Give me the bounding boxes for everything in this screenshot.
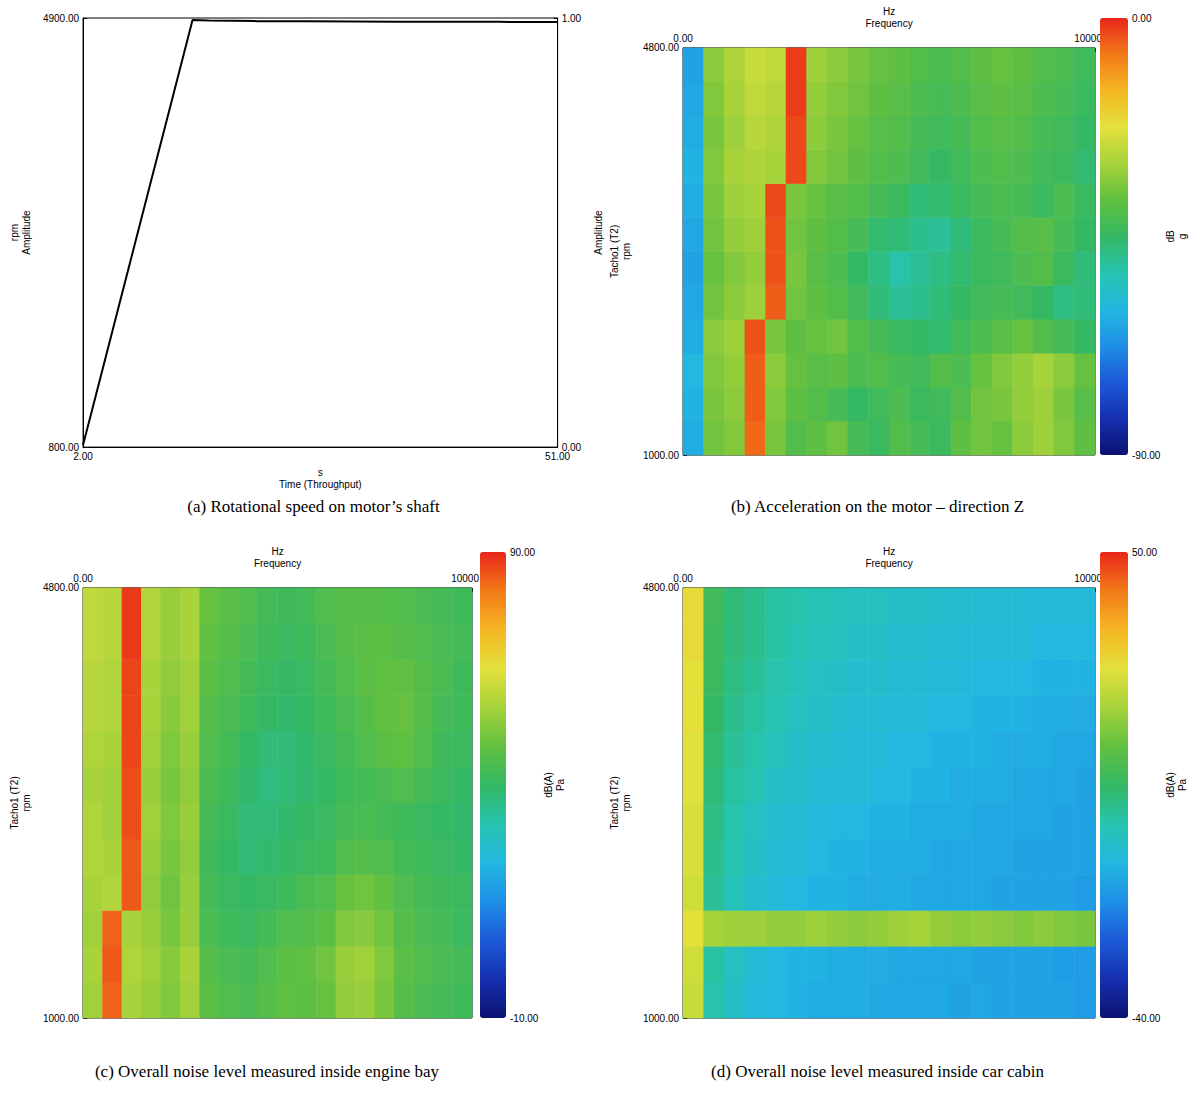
svg-text:Amplitude: Amplitude xyxy=(21,210,32,255)
svg-text:0.00: 0.00 xyxy=(561,441,582,453)
svg-text:51.00: 51.00 xyxy=(545,451,570,462)
svg-text:4900.00: 4900.00 xyxy=(43,13,80,24)
svg-text:g: g xyxy=(1177,234,1188,240)
svg-text:1000.00: 1000.00 xyxy=(643,1013,680,1024)
svg-text:rpm: rpm xyxy=(621,243,632,260)
svg-text:4800.00: 4800.00 xyxy=(642,582,679,594)
svg-text:dB(A): dB(A) xyxy=(543,772,554,798)
svg-text:4800.00: 4800.00 xyxy=(42,582,79,594)
svg-text:2.00: 2.00 xyxy=(73,451,93,462)
svg-text:Amplitude: Amplitude xyxy=(593,210,604,255)
svg-text:Tacho1 (T2): Tacho1 (T2) xyxy=(609,776,620,829)
svg-text:Tacho1 (T2): Tacho1 (T2) xyxy=(9,776,20,829)
svg-text:rpm: rpm xyxy=(9,224,20,241)
svg-text:Pa: Pa xyxy=(1177,778,1188,791)
svg-text:s: s xyxy=(318,467,323,478)
svg-text:dB: dB xyxy=(1165,230,1176,243)
svg-text:Frequency: Frequency xyxy=(254,558,301,569)
svg-text:Hz: Hz xyxy=(271,546,283,557)
svg-text:0.00: 0.00 xyxy=(73,573,93,584)
svg-text:Hz: Hz xyxy=(883,546,895,557)
svg-text:0.00: 0.00 xyxy=(1132,13,1152,24)
svg-text:10000.00: 10000.00 xyxy=(1074,573,1116,585)
svg-text:0.00: 0.00 xyxy=(673,33,693,44)
svg-text:1.00: 1.00 xyxy=(562,13,582,24)
svg-text:1000.00: 1000.00 xyxy=(643,450,680,461)
svg-text:Frequency: Frequency xyxy=(865,18,912,29)
html-text:(a) Rotational speed on motor’: (a) Rotational speed on motor’s shaft xyxy=(187,497,440,516)
svg-text:1000.00: 1000.00 xyxy=(43,1013,80,1024)
svg-text:-40.00: -40.00 xyxy=(1132,1013,1161,1024)
svg-text:10000.00: 10000.00 xyxy=(1074,33,1116,45)
svg-text:dB(A): dB(A) xyxy=(1165,772,1176,798)
svg-text:-10.00: -10.00 xyxy=(510,1013,539,1024)
svg-text:0.00: 0.00 xyxy=(673,573,693,584)
html-text:(d) Overall noise level measur: (d) Overall noise level measured inside … xyxy=(711,1062,1044,1081)
svg-text:rpm: rpm xyxy=(21,794,32,811)
svg-text:4800.00: 4800.00 xyxy=(642,42,679,54)
html-text:(c) Overall noise level measur: (c) Overall noise level measured inside … xyxy=(94,1062,440,1081)
svg-text:800.00: 800.00 xyxy=(48,441,79,453)
svg-text:rpm: rpm xyxy=(621,794,632,811)
svg-text:Hz: Hz xyxy=(883,6,895,17)
html-text:(b) Acceleration on the motor: (b) Acceleration on the motor – directio… xyxy=(730,497,1025,516)
svg-text:Tacho1 (T2): Tacho1 (T2) xyxy=(609,225,620,278)
svg-text:Pa: Pa xyxy=(555,778,566,791)
svg-text:50.00: 50.00 xyxy=(1132,547,1157,558)
svg-text:90.00: 90.00 xyxy=(510,547,535,558)
svg-text:Frequency: Frequency xyxy=(865,558,912,569)
svg-text:10000.00: 10000.00 xyxy=(451,573,493,585)
svg-text:-90.00: -90.00 xyxy=(1132,450,1161,461)
svg-text:Time (Throughput): Time (Throughput) xyxy=(279,479,361,490)
